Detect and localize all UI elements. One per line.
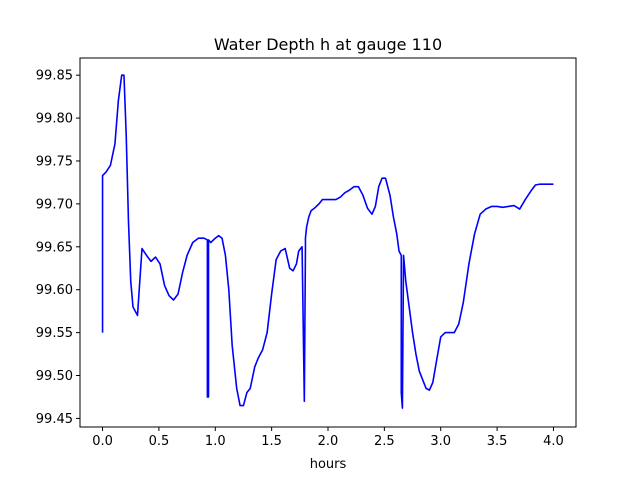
x-axis: 0.0 0.5 1.0 1.5 2.0 2.5 3.0 3.5 4.0 <box>92 427 564 449</box>
y-tick-label: 99.45 <box>36 412 73 427</box>
y-tick-label: 99.55 <box>36 326 73 341</box>
y-axis: 99.45 99.50 99.55 99.60 99.65 99.70 99.75 99.80… <box>36 69 80 427</box>
x-axis-label: hours <box>310 457 347 472</box>
y-tick-label: 99.65 <box>36 240 73 255</box>
plot-area <box>79 57 577 428</box>
x-tick-label: 0.0 <box>92 434 113 449</box>
chart-title: Water Depth h at gauge 110 <box>214 35 442 54</box>
y-tick-label: 99.80 <box>36 112 73 127</box>
x-tick-label: 0.5 <box>149 434 170 449</box>
y-tick-label: 99.75 <box>36 154 73 169</box>
y-tick-label: 99.50 <box>36 369 73 384</box>
x-tick-label: 4.0 <box>543 434 564 449</box>
y-tick-label: 99.70 <box>36 197 73 212</box>
x-tick-label: 3.0 <box>430 434 451 449</box>
series-line-0 <box>101 74 554 409</box>
plot-frame <box>79 57 577 428</box>
x-tick-label: 2.5 <box>374 434 395 449</box>
x-tick-label: 1.0 <box>205 434 226 449</box>
x-tick-label: 2.0 <box>318 434 339 449</box>
x-tick-label: 3.5 <box>487 434 508 449</box>
y-tick-label: 99.60 <box>36 283 73 298</box>
y-tick-label: 99.85 <box>36 69 73 84</box>
x-tick-label: 1.5 <box>261 434 282 449</box>
